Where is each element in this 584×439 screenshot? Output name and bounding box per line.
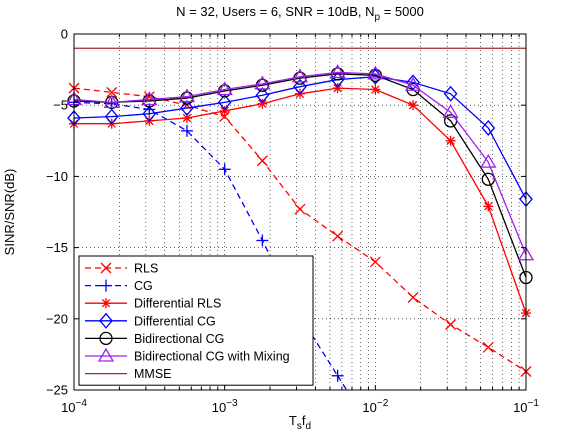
data-point	[369, 256, 381, 268]
data-point	[329, 64, 346, 79]
legend-label: Bidirectional CG	[134, 332, 224, 346]
legend: RLS CG Differential RLS Differential CG Bidi…	[78, 255, 314, 386]
data-point	[180, 124, 193, 137]
data-point	[480, 153, 497, 168]
legend-item: Differential RLS	[85, 297, 221, 311]
data-point	[291, 68, 309, 83]
x-tick-label: 10−2	[362, 398, 388, 415]
data-point	[142, 94, 156, 108]
data-point	[254, 75, 271, 90]
data-point	[218, 163, 231, 176]
data-point	[482, 341, 494, 353]
series-line	[73, 71, 527, 255]
data-point	[408, 100, 419, 111]
data-point	[180, 91, 194, 105]
data-point	[445, 319, 457, 330]
data-point	[178, 88, 196, 103]
data-point	[481, 172, 495, 186]
data-point	[100, 279, 112, 292]
series-rls	[68, 82, 532, 377]
data-point	[407, 291, 419, 303]
data-point	[370, 84, 381, 95]
x-tick-label: 10−4	[61, 398, 87, 415]
x-tick-label: 10−3	[212, 398, 238, 415]
chart-title: N = 32, Users = 6, SNR = 10dB, Np = 5000	[176, 4, 424, 23]
data-point	[331, 369, 344, 382]
y-tick-label: −5	[53, 98, 68, 113]
legend-item: CG	[85, 279, 153, 293]
x-tick-label: 10−1	[513, 398, 539, 415]
data-point	[180, 100, 194, 117]
data-point	[141, 91, 158, 106]
legend-item: Differential CG	[85, 312, 216, 329]
legend-label: Differential CG	[134, 314, 216, 328]
data-point	[100, 262, 112, 274]
legend-label: Differential RLS	[134, 297, 221, 311]
legend-label: Bidirectional CG with Mixing	[134, 350, 290, 364]
plot-frame	[73, 33, 527, 391]
y-tick-label: −10	[46, 169, 68, 184]
data-point	[483, 201, 494, 212]
series-line	[73, 76, 527, 200]
data-point	[142, 105, 157, 122]
legend-item: RLS	[85, 262, 158, 276]
data-point	[217, 94, 232, 111]
data-point	[445, 135, 456, 146]
series-line-extension	[337, 375, 348, 391]
data-point	[103, 94, 120, 109]
legend-item: Bidirectional CG with Mixing	[85, 347, 290, 364]
data-point	[442, 104, 459, 118]
data-point	[255, 87, 270, 104]
series-bidirectional-cg-with-mixing	[65, 64, 535, 261]
data-point	[219, 111, 231, 123]
data-point	[256, 234, 269, 247]
data-point	[367, 65, 384, 80]
data-point	[257, 98, 268, 109]
y-axis-label: SINR/SNR(dB)	[2, 169, 17, 256]
data-point	[404, 76, 422, 91]
legend-label: RLS	[134, 262, 158, 276]
data-point	[332, 230, 344, 242]
series-line	[73, 73, 527, 278]
y-tick-label: 0	[61, 27, 68, 42]
data-point	[443, 85, 458, 102]
data-point	[256, 155, 268, 167]
x-axis-label: Tsfd	[289, 413, 311, 432]
data-point	[97, 347, 115, 362]
data-point	[294, 203, 306, 215]
y-tick-label: −20	[46, 311, 68, 326]
legend-item: Bidirectional CG	[85, 331, 224, 346]
data-point	[99, 312, 113, 329]
data-point	[106, 86, 118, 98]
legend-item: MMSE	[85, 367, 172, 381]
data-point	[481, 119, 496, 136]
data-point	[104, 108, 119, 125]
y-tick-label: −15	[46, 240, 68, 255]
axis-ticks: 10−4 10−3 10−2 10−1 0 −5 −10 −15 −20 −25	[46, 27, 539, 416]
legend-box	[78, 255, 314, 386]
data-point	[293, 78, 307, 95]
legend-label: CG	[134, 279, 153, 293]
data-point	[219, 105, 230, 116]
data-point	[99, 331, 113, 346]
data-point	[332, 83, 343, 94]
y-tick-label: −25	[46, 383, 68, 398]
data-point	[216, 81, 233, 96]
legend-label: MMSE	[134, 367, 172, 381]
data-point	[330, 67, 345, 81]
data-point	[101, 298, 111, 309]
